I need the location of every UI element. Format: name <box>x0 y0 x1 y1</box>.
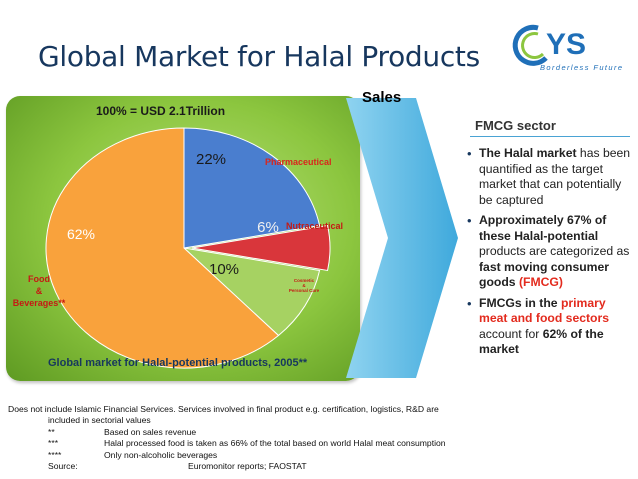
bullet-text: 62% of the market <box>479 326 604 357</box>
footnote-text: Halal processed food is taken as 66% of … <box>104 438 446 449</box>
fmcg-title: FMCG sector <box>475 118 556 133</box>
bullet-text: fast moving consumer goods <box>479 259 610 290</box>
pie-category-label: Food <box>28 274 50 284</box>
footnote-line: included in sectorial values <box>48 415 151 426</box>
pie-value-label: 6% <box>257 219 279 236</box>
fmcg-divider <box>470 136 630 137</box>
footnote-row: *** Halal processed food is taken as 66%… <box>8 438 446 449</box>
bullet-text: has been quantified as the target market… <box>479 146 631 207</box>
logo-tagline: Borderless Future <box>540 63 624 72</box>
sales-arrow-icon <box>346 98 458 378</box>
pie-category-label: & <box>36 286 43 296</box>
source-text: Euromonitor reports; FAOSTAT <box>188 461 307 472</box>
bullet-text: (FMCG) <box>518 275 563 289</box>
page-title: Global Market for Halal Products <box>38 40 480 73</box>
pie-slice-cosmetic-personal-care <box>182 247 321 337</box>
footnote-row: ** Based on sales revenue <box>8 427 446 438</box>
bullet-text: account for <box>479 326 543 341</box>
pie-category-label: Pharmaceutical <box>265 157 332 167</box>
source-key: Source: <box>48 461 78 472</box>
pie-slice-pharmaceutical <box>183 127 321 249</box>
footnote-key: *** <box>48 438 59 449</box>
bullet-text: FMCGs in the <box>479 295 561 310</box>
footnotes: Does not include Islamic Financial Servi… <box>8 404 446 472</box>
bullet-text: primary meat and food sectors <box>479 295 610 326</box>
pie-chart: 22% Pharmaceutical 6% Nutraceutical 10% Cosme… <box>13 127 343 369</box>
footnote-text: Based on sales revenue <box>104 426 197 437</box>
fmcg-bullet: FMCGs in the primary meat and food secto… <box>467 296 635 358</box>
chart-panel: 22% Pharmaceutical 6% Nutraceutical 10% Cosme… <box>6 96 360 381</box>
fmcg-bullets: The Halal market has been quantified as … <box>467 146 635 363</box>
footnote-key: **** <box>48 449 62 460</box>
footnote-text: Only non-alcoholic beverages <box>104 449 218 460</box>
pie-value-label: 62% <box>67 226 95 242</box>
chart-caption: Global market for Halal-potential produc… <box>48 357 308 369</box>
pie-slice-nutraceutical <box>191 224 331 272</box>
bullet-text: The Halal market <box>479 146 577 160</box>
sales-label: Sales <box>362 89 402 106</box>
fmcg-bullet: The Halal market has been quantified as … <box>467 146 635 208</box>
pie-category-label: Beverages** <box>13 298 66 308</box>
footnote-source: Source: Euromonitor reports; FAOSTAT <box>8 461 446 472</box>
bullet-text: Approximately 67% of these Halal-potenti… <box>479 213 607 243</box>
footnote-key: ** <box>48 426 55 437</box>
footnote-row: **** Only non-alcoholic beverages <box>8 450 446 461</box>
bullet-text: products are categorized as <box>479 244 630 258</box>
pie-category-label: & <box>302 283 306 288</box>
pie-category-label: Nutraceutical <box>286 221 343 231</box>
svg-text:YS: YS <box>546 28 586 61</box>
company-logo: YS <box>508 18 632 80</box>
logo-mark-icon: YS <box>512 24 586 66</box>
chart-title: 100% = USD 2.1Trillion <box>96 104 226 118</box>
fmcg-bullet: Approximately 67% of these Halal-potenti… <box>467 213 635 291</box>
pie-category-label: Personal Care <box>289 288 320 293</box>
footnote-line: Does not include Islamic Financial Servi… <box>8 404 439 414</box>
pie-slice-food-beverages <box>45 127 280 369</box>
pie-value-label: 10% <box>209 261 239 278</box>
pie-value-label: 22% <box>196 151 226 168</box>
pie-category-label: Cosmetic <box>294 278 315 283</box>
